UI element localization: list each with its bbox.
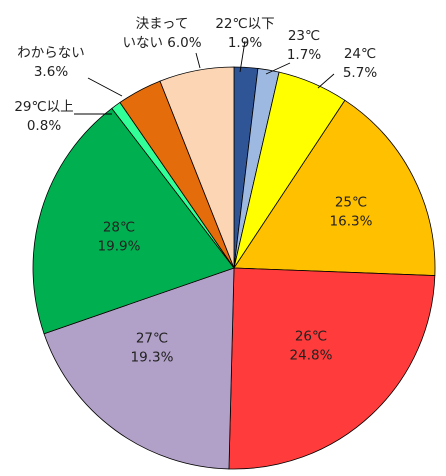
leader-line-3 <box>317 73 335 89</box>
leader-line-2 <box>265 62 291 75</box>
leader-line-9 <box>87 77 123 97</box>
slice-value-label: 16.3% <box>330 214 373 230</box>
slice-value-label: 19.3% <box>131 350 174 366</box>
slice-label-22c-: 22℃以下 1.9% <box>215 16 274 51</box>
slice-category-label: 22℃以下 <box>215 16 274 32</box>
slice-value-label: 19.9% <box>98 239 141 255</box>
slice-label--: わからない 3.6% <box>17 45 85 80</box>
slice-value-label: 5.7% <box>343 65 377 81</box>
pie-slice-10 <box>159 66 235 269</box>
slice-label-27c: 27℃ 19.3% <box>131 331 174 366</box>
slice-label-24c: 24℃ 5.7% <box>343 46 377 81</box>
pie-slice-6 <box>43 267 235 470</box>
slice-category-label: 決まって <box>136 16 189 32</box>
pie-slice-7 <box>32 107 235 335</box>
slice-category-label: 28℃ <box>103 220 135 236</box>
slice-value-label: 0.8% <box>27 118 61 134</box>
slice-label-23c: 23℃ 1.7% <box>287 28 321 63</box>
slice-category-label: 29℃以上 <box>14 99 73 115</box>
slice-category-label: いない 6.0% <box>122 35 201 51</box>
slice-category-label: わからない <box>17 45 85 61</box>
leader-line-10 <box>195 52 201 69</box>
slice-category-label: 27℃ <box>136 331 168 347</box>
slice-label-25c: 25℃ 16.3% <box>330 195 373 230</box>
slice-value-label: 1.7% <box>287 47 321 63</box>
slice-label-29c-: 29℃以上 0.8% <box>14 99 73 134</box>
pie-slice-5 <box>228 267 436 470</box>
pie-slice-4 <box>233 99 436 276</box>
slice-label-26c: 26℃ 24.8% <box>290 329 333 364</box>
slice-value-label: 3.6% <box>34 64 68 80</box>
slice-label-28c: 28℃ 19.9% <box>98 220 141 255</box>
leader-line-1 <box>239 40 246 73</box>
slice-category-label: 25℃ <box>335 195 367 211</box>
slice-category-label: 26℃ <box>295 329 327 345</box>
slice-category-label: 24℃ <box>344 46 376 62</box>
slice-category-label: 23℃ <box>288 28 320 44</box>
slice-value-label: 24.8% <box>290 348 333 364</box>
slice-label--: 決まっていない 6.0% <box>122 16 201 51</box>
